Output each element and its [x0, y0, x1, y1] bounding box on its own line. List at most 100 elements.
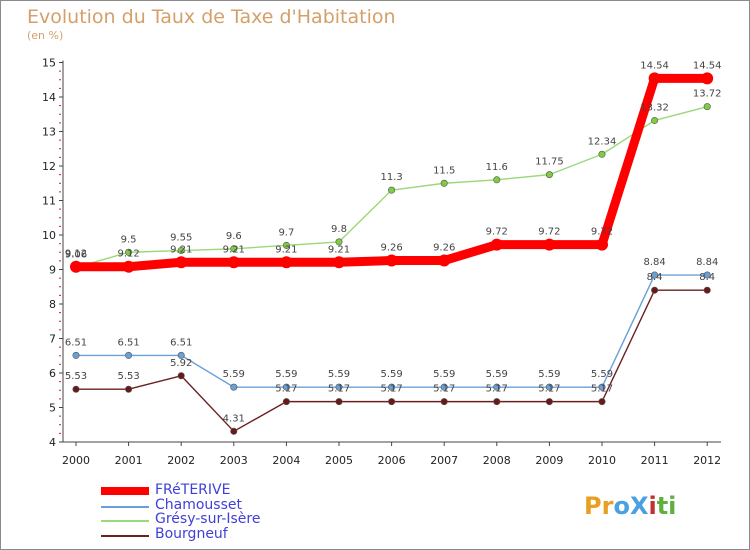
data-label: 14.54 [640, 60, 669, 71]
legend-swatch [101, 520, 149, 522]
data-label: 9.55 [170, 233, 192, 244]
x-tick-label: 2007 [430, 454, 458, 467]
data-point [545, 171, 553, 179]
data-label: 9.21 [275, 244, 297, 255]
data-label: 9.26 [380, 243, 402, 254]
y-minor-tick [59, 148, 61, 150]
y-minor-tick [59, 139, 61, 141]
y-minor-tick [59, 312, 61, 314]
y-minor-tick [59, 122, 61, 124]
y-minor-tick [59, 260, 61, 262]
x-tick-label: 2006 [378, 454, 406, 467]
data-label: 9.72 [591, 227, 613, 238]
data-point [282, 398, 290, 406]
y-minor-tick [59, 346, 61, 348]
data-point [175, 256, 188, 269]
data-label: 9.12 [117, 249, 139, 260]
data-label: 9.21 [328, 244, 350, 255]
y-minor-tick [59, 87, 61, 89]
data-label: 5.17 [433, 384, 455, 395]
data-point [125, 351, 133, 359]
data-label: 9.8 [331, 224, 347, 235]
data-point [651, 286, 659, 294]
y-minor-tick [59, 294, 61, 296]
legend-swatch [101, 505, 149, 508]
data-point [440, 398, 448, 406]
data-label: 5.59 [538, 369, 560, 380]
data-point [125, 385, 133, 393]
data-point [177, 351, 185, 359]
data-point [701, 72, 714, 85]
data-point [598, 150, 606, 158]
data-label: 5.53 [117, 371, 139, 382]
data-point [703, 286, 711, 294]
data-label: 9.7 [278, 227, 294, 238]
chart-title: Evolution du Taux de Taxe d'Habitation [27, 6, 396, 28]
data-point [598, 398, 606, 406]
data-label: 8.84 [643, 257, 665, 268]
data-point [122, 260, 135, 273]
data-point [545, 383, 553, 391]
x-tick-label: 2012 [693, 454, 721, 467]
data-label: 4.31 [223, 413, 245, 424]
data-label: 5.59 [380, 369, 402, 380]
y-minor-tick [59, 320, 61, 322]
y-minor-tick [59, 225, 61, 227]
data-point [598, 383, 606, 391]
data-label: 5.17 [538, 384, 560, 395]
proxiti-logo: ProXiti [584, 492, 676, 520]
legend-label: Grésy-sur-Isère [155, 511, 261, 527]
data-point [651, 116, 659, 124]
x-tick-label: 2001 [115, 454, 143, 467]
y-minor-tick [59, 398, 61, 400]
y-tick-label: 14 [42, 91, 56, 104]
y-tick-label: 5 [49, 402, 56, 415]
y-minor-tick [59, 113, 61, 115]
x-tick-label: 2002 [167, 454, 195, 467]
data-point [333, 256, 345, 269]
data-point [651, 271, 659, 279]
data-label: 6.51 [117, 337, 139, 348]
data-point [440, 383, 448, 391]
y-minor-tick [59, 286, 61, 288]
logo-letter: o [613, 492, 630, 520]
logo-letter: i [648, 492, 657, 520]
data-point [335, 383, 343, 391]
data-label: 5.17 [275, 384, 297, 395]
data-point [388, 398, 396, 406]
x-tick-label: 2000 [62, 454, 90, 467]
x-tick-label: 2008 [483, 454, 511, 467]
data-label: 5.59 [275, 369, 297, 380]
y-tick-label: 11 [42, 195, 56, 208]
y-tick-label: 9 [49, 264, 56, 277]
data-label: 5.17 [380, 384, 402, 395]
legend-label: Bourgneuf [155, 525, 228, 542]
y-minor-tick [59, 217, 61, 219]
x-tick-label: 2004 [272, 454, 300, 467]
legend-swatch [101, 487, 149, 495]
data-label: 5.59 [591, 369, 613, 380]
data-point [230, 245, 238, 253]
y-tick-label: 8 [49, 298, 56, 311]
data-label: 13.32 [640, 102, 669, 113]
data-point [177, 372, 185, 380]
data-point [72, 351, 80, 359]
y-tick-label: 7 [49, 333, 56, 346]
y-minor-tick [59, 251, 61, 253]
y-minor-tick [59, 208, 61, 210]
y-minor-tick [59, 381, 61, 383]
logo-letter: P [584, 492, 602, 520]
data-point [230, 383, 238, 391]
y-tick-label: 6 [49, 367, 56, 380]
y-minor-tick [59, 182, 61, 184]
data-label: 9.21 [223, 244, 245, 255]
logo-letter: i [668, 492, 677, 520]
y-minor-tick [59, 79, 61, 81]
data-label: 5.59 [223, 369, 245, 380]
data-label: 11.6 [486, 162, 508, 173]
y-minor-tick [59, 363, 61, 365]
y-tick-label: 15 [42, 57, 56, 70]
data-point [703, 103, 711, 111]
data-point [227, 256, 240, 269]
data-label: 6.51 [65, 337, 87, 348]
